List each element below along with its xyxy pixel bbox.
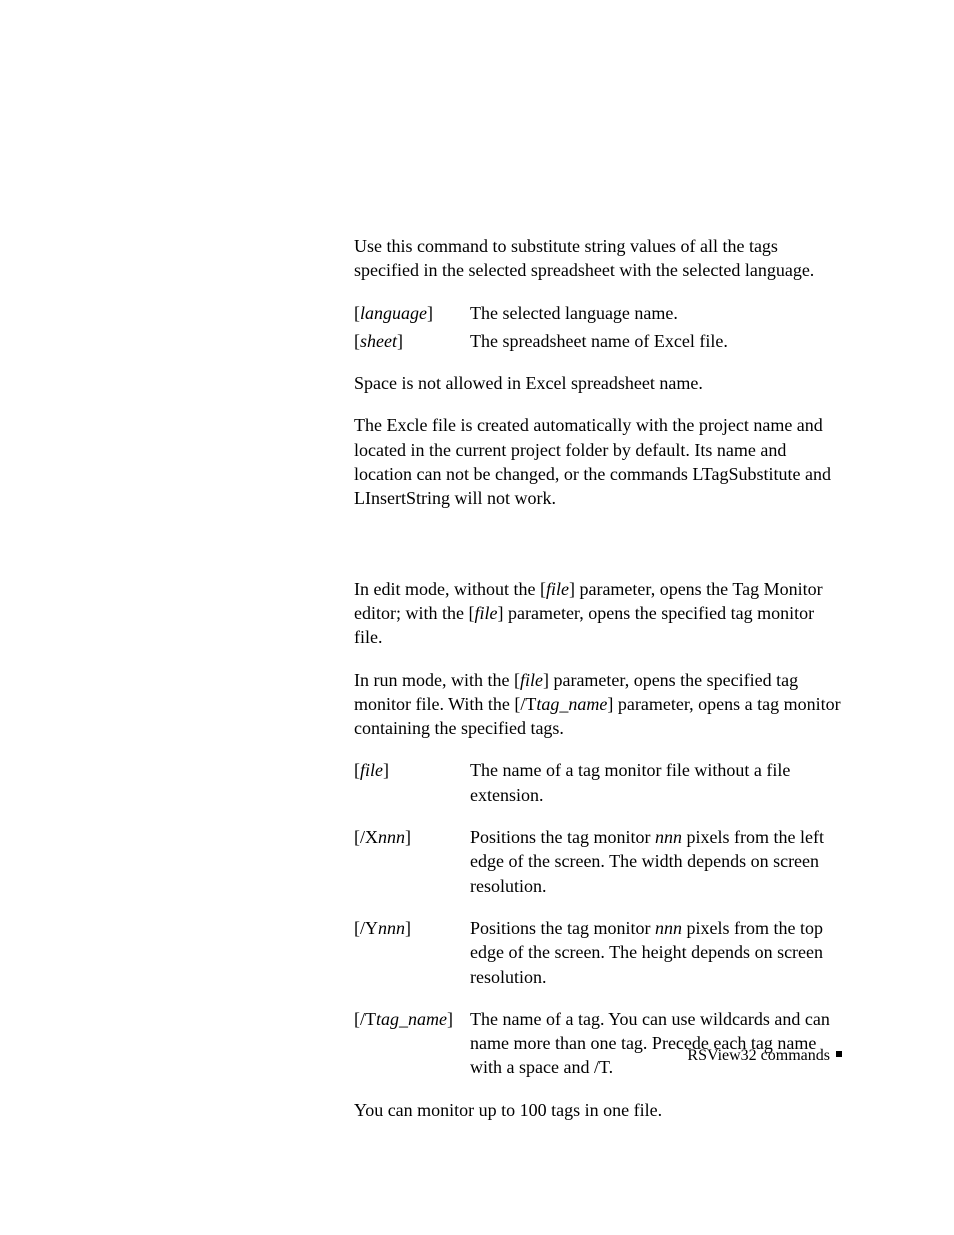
section2-p2: In run mode, with the [file] parameter, … [354, 668, 844, 741]
footer-text: RSView32 commands [687, 1047, 830, 1064]
param-row: [/Ynnn] Positions the tag monitor nnn pi… [354, 916, 844, 989]
param-row: [file] The name of a tag monitor file wi… [354, 758, 844, 807]
section1-note1: Space is not allowed in Excel spreadshee… [354, 371, 844, 395]
section2-params: [file] The name of a tag monitor file wi… [354, 758, 844, 1079]
param-row: [/Xnnn] Positions the tag monitor nnn pi… [354, 825, 844, 898]
page-content: Use this command to substitute string va… [0, 0, 954, 1122]
section1-note2: The Excle file is created automatically … [354, 413, 844, 510]
param-row: [sheet] The spreadsheet name of Excel fi… [354, 329, 844, 353]
section1-params: [language] The selected language name. [… [354, 301, 844, 354]
param-def: The name of a tag. You can use wildcards… [470, 1007, 844, 1080]
param-row: [/Ttag_name] The name of a tag. You can … [354, 1007, 844, 1080]
param-term: [/Ttag_name] [354, 1007, 470, 1080]
param-term: [language] [354, 301, 470, 325]
param-term: [file] [354, 758, 470, 807]
param-def: Positions the tag monitor nnn pixels fro… [470, 916, 844, 989]
param-term: [sheet] [354, 329, 470, 353]
param-def: The spreadsheet name of Excel file. [470, 329, 844, 353]
section2-note: You can monitor up to 100 tags in one fi… [354, 1098, 844, 1122]
param-term: [/Ynnn] [354, 916, 470, 989]
section2-p1: In edit mode, without the [file] paramet… [354, 577, 844, 650]
section1-intro: Use this command to substitute string va… [354, 234, 844, 283]
page-footer: RSView32 commands [0, 1047, 954, 1065]
param-def: Positions the tag monitor nnn pixels fro… [470, 825, 844, 898]
param-row: [language] The selected language name. [354, 301, 844, 325]
param-def: The selected language name. [470, 301, 844, 325]
footer-bullet-icon [836, 1051, 842, 1057]
param-term: [/Xnnn] [354, 825, 470, 898]
param-def: The name of a tag monitor file without a… [470, 758, 844, 807]
